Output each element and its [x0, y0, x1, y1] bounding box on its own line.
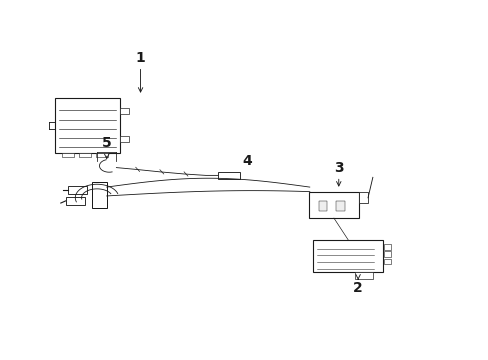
Bar — [355, 272, 372, 279]
Bar — [384, 258, 390, 264]
Text: 1: 1 — [135, 51, 145, 65]
Bar — [120, 108, 128, 114]
Text: 5: 5 — [102, 136, 111, 150]
Bar — [68, 186, 87, 194]
Text: 2: 2 — [352, 281, 362, 295]
Bar — [336, 201, 345, 211]
Bar — [308, 192, 359, 218]
Bar — [62, 153, 74, 157]
Bar — [79, 153, 91, 157]
Bar — [313, 240, 383, 272]
Bar — [92, 182, 106, 208]
Bar — [218, 172, 239, 179]
Bar — [318, 201, 327, 211]
Bar — [65, 197, 85, 205]
Bar — [55, 98, 120, 153]
Bar — [96, 153, 108, 157]
Text: 4: 4 — [242, 153, 251, 167]
Bar — [384, 244, 390, 250]
Bar — [384, 252, 390, 257]
Text: 3: 3 — [333, 161, 343, 175]
Bar — [359, 192, 367, 203]
Bar — [120, 136, 128, 141]
